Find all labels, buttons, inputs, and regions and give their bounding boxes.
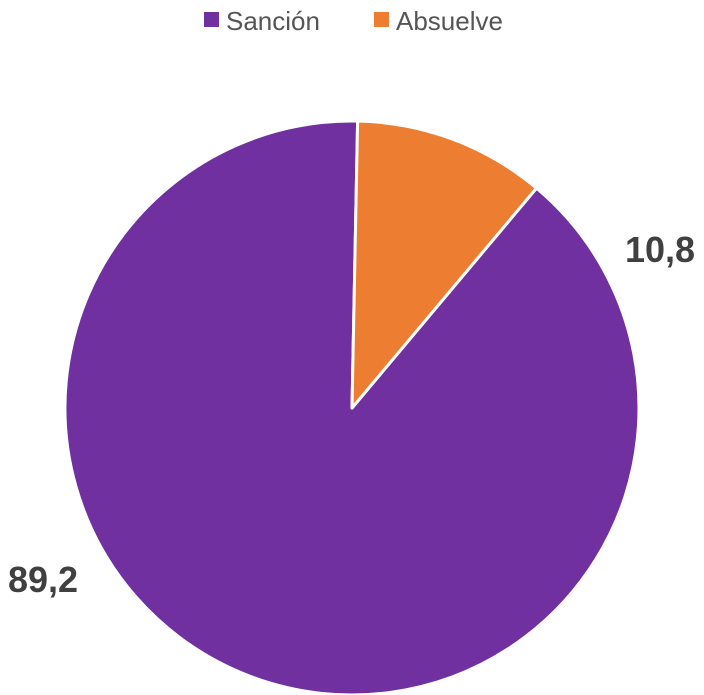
data-label-sancion: 89,2: [8, 559, 78, 600]
data-label-absuelve: 10,8: [625, 229, 695, 270]
pie-slice-absuelve: [350, 119, 538, 410]
legend-swatch-absuelve: [374, 12, 389, 27]
pie-slices: [63, 119, 641, 695]
legend-swatch-sancion: [204, 12, 219, 27]
pie-data-labels: 89,2 10,8: [8, 229, 695, 600]
legend-label-absuelve: Absuelve: [396, 6, 503, 36]
legend-label-sancion: Sanción: [226, 6, 320, 36]
chart-legend: Sanción Absuelve: [204, 6, 503, 36]
